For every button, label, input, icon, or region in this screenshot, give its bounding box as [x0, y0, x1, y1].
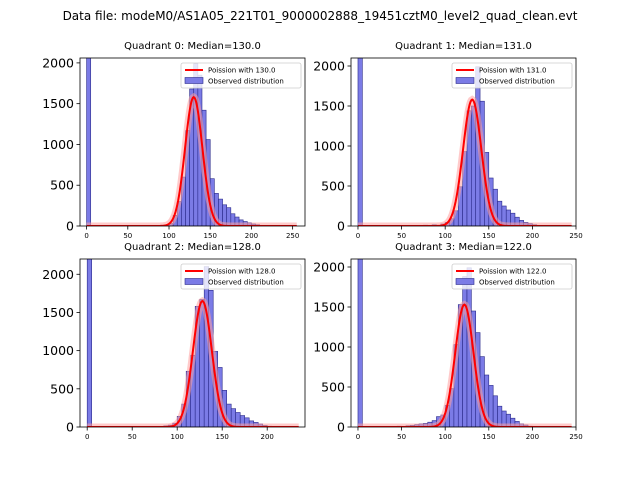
axes-frame: [350, 57, 577, 227]
legend-box: [451, 62, 573, 89]
x-tick-label: 150: [216, 433, 229, 441]
poisson-curve-group: [87, 296, 299, 427]
histogram-bar: [357, 259, 363, 427]
x-tick-label: 50: [128, 433, 137, 441]
x-tick-label: 200: [245, 232, 258, 240]
panel-title: Quadrant 3: Median=122.0: [395, 242, 532, 253]
legend-bar-label: Observed distribution: [479, 279, 555, 287]
x-tick-label: 250: [569, 232, 582, 240]
legend-curve-label: Poission with 122.0: [479, 268, 547, 276]
x-tick-label: 150: [204, 232, 217, 240]
axes-frame: [79, 57, 306, 227]
y-tick-label: 1500: [313, 99, 345, 114]
y-tick-label: 1500: [42, 96, 74, 111]
y-tick-label: 2000: [313, 260, 345, 275]
x-tick-label: 150: [482, 433, 495, 441]
x-tick-label: 100: [162, 232, 175, 240]
histogram-bar: [86, 259, 92, 427]
panel-title: Quadrant 2: Median=128.0: [124, 242, 261, 253]
x-tick-label: 0: [85, 433, 89, 441]
poisson-curve-group: [357, 300, 572, 427]
legend-curve-label: Poission with 128.0: [208, 268, 276, 276]
x-tick-label: 0: [356, 232, 360, 240]
x-tick-label: 0: [356, 433, 360, 441]
histogram-bar: [492, 395, 498, 427]
y-tick-label: 1000: [313, 340, 345, 355]
x-tick-label: 250: [569, 433, 582, 441]
poisson-curve: [357, 98, 572, 226]
legend-bar-label: Observed distribution: [479, 78, 555, 86]
legend-bar-label: Observed distribution: [208, 279, 284, 287]
panel-title: Quadrant 1: Median=131.0: [395, 41, 532, 52]
y-tick-label: 0: [337, 219, 345, 234]
x-tick-label: 200: [526, 232, 539, 240]
y-tick-label: 0: [66, 420, 74, 435]
legend-box: [180, 263, 302, 290]
legend-box: [451, 263, 573, 290]
legend-curve-label: Poission with 130.0: [208, 67, 276, 75]
panel-title: Quadrant 0: Median=130.0: [124, 41, 261, 52]
x-tick-label: 200: [526, 433, 539, 441]
axes-frame: [79, 258, 306, 428]
y-tick-label: 500: [50, 178, 74, 193]
poisson-curve-group: [357, 95, 572, 226]
panel-quadrant-3: 0 500 1000 1500 2000 0 50 100 150 200 250 Quadrant …: [313, 242, 583, 441]
y-tick-label: 2000: [42, 55, 74, 70]
x-tick-label: 150: [482, 232, 495, 240]
x-tick-label: 100: [438, 232, 451, 240]
axes-frame: [350, 258, 577, 428]
panel-quadrant-1: 0 500 1000 1500 2000 0 50 100 150 200 250 Quadrant …: [313, 41, 583, 240]
histogram-bar: [357, 58, 363, 226]
y-tick-label: 1000: [313, 139, 345, 154]
y-tick-label: 1000: [42, 343, 74, 358]
poisson-curve-group: [86, 92, 297, 226]
legend-bar-label: Observed distribution: [208, 78, 284, 86]
x-tick-label: 250: [286, 232, 299, 240]
poisson-curve: [357, 303, 572, 427]
histogram-bar: [462, 276, 468, 427]
x-tick-label: 50: [397, 433, 406, 441]
x-tick-label: 50: [123, 232, 132, 240]
y-tick-label: 2000: [42, 267, 74, 282]
panel-quadrant-0: 0 500 1000 1500 2000 0 50 100 150 200 250 Quadrant …: [42, 41, 306, 240]
legend-curve-label: Poission with 131.0: [479, 67, 547, 75]
panel-quadrant-2: 0 500 1000 1500 2000 0 50 100 150 200 Quadrant 2: …: [42, 242, 306, 441]
y-tick-label: 500: [321, 380, 345, 395]
legend-bar-swatch: [455, 77, 475, 84]
x-tick-label: 50: [397, 232, 406, 240]
y-tick-label: 2000: [313, 59, 345, 74]
legend-box: [180, 62, 302, 89]
poisson-curve: [86, 95, 297, 226]
y-tick-label: 0: [337, 420, 345, 435]
legend-bar-swatch: [184, 278, 204, 285]
poisson-curve: [87, 299, 299, 427]
legend-bar-swatch: [184, 77, 204, 84]
x-tick-label: 100: [438, 433, 451, 441]
histogram-bar: [86, 58, 92, 226]
y-tick-label: 500: [50, 381, 74, 396]
y-tick-label: 1500: [42, 305, 74, 320]
x-tick-label: 200: [261, 433, 274, 441]
y-tick-label: 0: [66, 219, 74, 234]
legend-bar-swatch: [455, 278, 475, 285]
y-tick-label: 500: [321, 179, 345, 194]
y-tick-label: 1500: [313, 300, 345, 315]
figure-suptitle: Data file: modeM0/AS1A05_221T01_90000028…: [63, 9, 578, 23]
y-tick-label: 1000: [42, 137, 74, 152]
x-tick-label: 100: [171, 433, 184, 441]
x-tick-label: 0: [84, 232, 88, 240]
